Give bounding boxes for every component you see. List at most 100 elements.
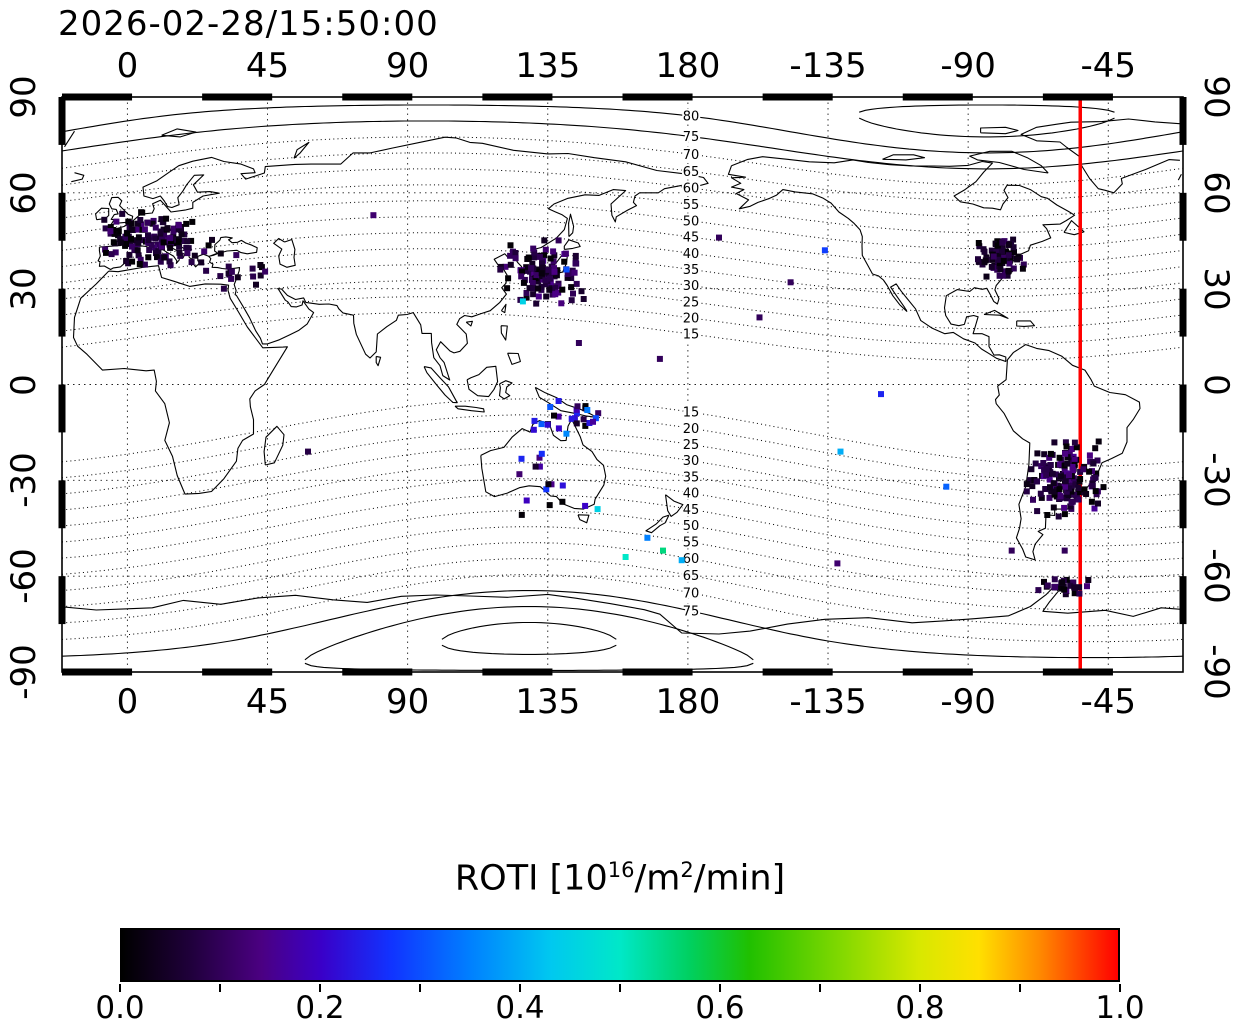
station-point (181, 238, 188, 244)
station-point (538, 283, 545, 290)
contour-label: 50 (683, 519, 700, 534)
contour-label: 15 (683, 328, 700, 343)
station-point (115, 232, 122, 239)
station-point (570, 290, 576, 297)
station-point (1066, 485, 1073, 492)
station-point (530, 285, 537, 292)
colorbar-minor-tick (319, 984, 321, 992)
station-points (101, 209, 1107, 598)
contour-label: 30 (683, 279, 700, 294)
magnetic-latitude-contour (62, 312, 1183, 361)
station-point (1040, 460, 1047, 466)
station-point (1064, 460, 1071, 467)
station-point (166, 258, 173, 265)
station-point (1051, 576, 1058, 583)
magnetic-latitude-contour (62, 216, 1183, 266)
station-point (155, 241, 161, 248)
coastline-path (664, 494, 684, 517)
contour-label: 30 (683, 454, 700, 469)
station-point (1075, 485, 1082, 491)
station-point (535, 278, 542, 285)
station-point (129, 258, 136, 265)
station-point (1062, 450, 1069, 457)
station-point (526, 285, 533, 292)
x-axis-tick-label: 135 (515, 682, 581, 722)
x-axis-tick-label: 0 (116, 682, 139, 722)
colorbar-title: ROTI [1016/m2/min] (0, 858, 1240, 899)
contour-label: 35 (683, 263, 700, 278)
station-point (1046, 454, 1053, 461)
contour-label: 20 (683, 311, 700, 326)
coastline-path (645, 514, 670, 534)
station-point (170, 228, 177, 235)
station-point (135, 252, 142, 259)
coastline-path (108, 196, 134, 226)
coastline-path (563, 239, 581, 250)
station-point (1061, 511, 1068, 518)
station-point (1008, 547, 1015, 554)
coastline-path (62, 586, 1183, 635)
y-axis-tick-label: 0 (1196, 373, 1236, 396)
station-point (1067, 460, 1074, 467)
station-point (127, 239, 134, 246)
station-point (562, 250, 569, 257)
station-point (531, 254, 538, 261)
station-point (126, 251, 133, 258)
station-point (124, 230, 131, 237)
station-point (166, 241, 173, 248)
station-point (1075, 489, 1082, 495)
contour-label: 25 (683, 438, 700, 453)
station-point (128, 226, 135, 233)
station-point (518, 455, 525, 462)
station-point (551, 268, 558, 275)
station-point (189, 218, 196, 225)
magnetic-latitude-contour (441, 621, 617, 640)
colorbar-minor-tick (719, 984, 721, 992)
station-point (1046, 494, 1053, 501)
station-point (622, 554, 629, 560)
station-point (563, 266, 570, 273)
station-point (1003, 248, 1009, 255)
station-point (975, 256, 981, 263)
station-point (990, 253, 997, 260)
station-point (1063, 443, 1070, 450)
x-axis-tick-label: 90 (386, 46, 430, 86)
coastline-path (273, 237, 296, 268)
station-point (1029, 483, 1036, 490)
station-point (878, 391, 884, 398)
station-point (1047, 462, 1054, 468)
station-point (178, 231, 185, 238)
y-axis-tick-label: 60 (1196, 171, 1236, 215)
station-point (1069, 464, 1076, 470)
station-point (1056, 454, 1063, 461)
station-point (660, 547, 666, 554)
station-point (1092, 488, 1099, 495)
station-point (249, 265, 256, 272)
station-point (145, 232, 151, 239)
coastline-path (465, 320, 473, 327)
station-point (125, 260, 132, 267)
station-point (1044, 512, 1051, 518)
station-point (580, 416, 587, 423)
station-point (592, 415, 599, 422)
station-point (167, 262, 174, 269)
station-point (1001, 268, 1008, 275)
station-point (531, 417, 538, 424)
station-point (102, 246, 109, 253)
station-point (1070, 481, 1077, 487)
contour-label: 20 (683, 422, 700, 437)
station-point (129, 243, 135, 250)
station-point (1073, 444, 1080, 451)
station-point (504, 285, 511, 292)
station-point (175, 226, 182, 233)
colorbar-minor-tick (619, 984, 621, 992)
station-point (550, 248, 557, 255)
station-point (559, 482, 566, 489)
station-point (559, 498, 566, 505)
station-point (528, 265, 535, 272)
station-point (834, 560, 841, 567)
station-point (1077, 476, 1084, 482)
colorbar-title-sup-16: 16 (607, 858, 635, 882)
contour-label: 60 (683, 552, 700, 567)
station-point (225, 263, 232, 270)
